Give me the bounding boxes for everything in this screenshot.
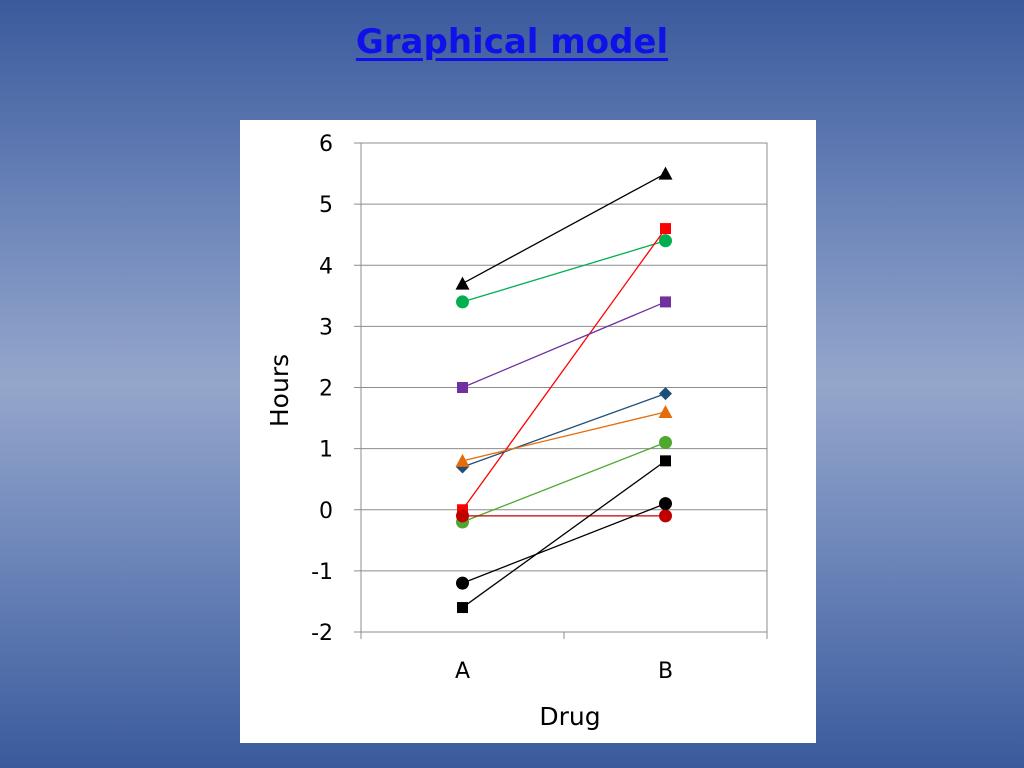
- series-5: [456, 387, 672, 474]
- y-tick-label: 1: [319, 438, 333, 463]
- y-tick-label: 4: [319, 254, 333, 279]
- slide-title: Graphical model: [355, 22, 669, 62]
- series-line: [462, 460, 666, 609]
- y-tick-label: 6: [319, 132, 333, 157]
- series-line: [462, 172, 666, 285]
- series-9: [456, 497, 672, 590]
- chart-panel: 6 5 4 3 2 1 0 -1 -2 A B Drug Hours: [240, 120, 816, 743]
- data-point: [659, 497, 672, 511]
- data-point: [456, 509, 469, 523]
- data-point: [455, 276, 470, 290]
- axes: [354, 142, 768, 639]
- data-point: [659, 509, 672, 523]
- data-point: [660, 223, 671, 235]
- gridlines: [360, 142, 768, 633]
- y-tick-label: 3: [319, 315, 333, 340]
- data-point: [659, 234, 672, 248]
- data-point: [659, 436, 672, 450]
- x-tick-label: A: [455, 659, 470, 684]
- series-7: [456, 436, 672, 529]
- y-tick-label: 2: [319, 377, 333, 402]
- series-line: [462, 393, 666, 468]
- y-tick-label: 0: [319, 499, 333, 524]
- data-point: [457, 602, 468, 614]
- data-point: [456, 295, 469, 309]
- data-point: [660, 455, 671, 467]
- y-tick-label: -2: [311, 621, 333, 646]
- series-10: [457, 455, 671, 614]
- axis-labels: 6 5 4 3 2 1 0 -1 -2 A B Drug Hours: [265, 132, 673, 731]
- y-axis-title: Hours: [265, 354, 294, 427]
- data-point: [660, 296, 671, 308]
- x-tick-label: B: [658, 659, 673, 684]
- y-tick-label: -1: [311, 560, 333, 585]
- x-axis-title: Drug: [539, 702, 600, 731]
- series-line: [462, 240, 666, 303]
- data-point: [456, 576, 469, 590]
- series-line: [462, 301, 666, 389]
- series-2: [456, 234, 672, 309]
- series-line: [462, 411, 666, 462]
- series-6: [455, 404, 673, 467]
- hours-by-drug-chart: 6 5 4 3 2 1 0 -1 -2 A B Drug Hours: [265, 132, 768, 731]
- series-3: [457, 223, 671, 516]
- series-8: [456, 509, 672, 523]
- series-lines: [455, 166, 673, 614]
- data-point: [455, 453, 470, 467]
- series-4: [457, 296, 671, 393]
- series-line: [461, 228, 667, 511]
- series-line: [462, 503, 666, 584]
- data-point: [457, 382, 468, 393]
- y-tick-label: 5: [319, 193, 333, 218]
- series-line: [462, 441, 666, 523]
- data-point: [659, 387, 672, 401]
- series-1: [455, 166, 673, 290]
- data-point: [658, 166, 673, 180]
- data-point: [658, 404, 673, 418]
